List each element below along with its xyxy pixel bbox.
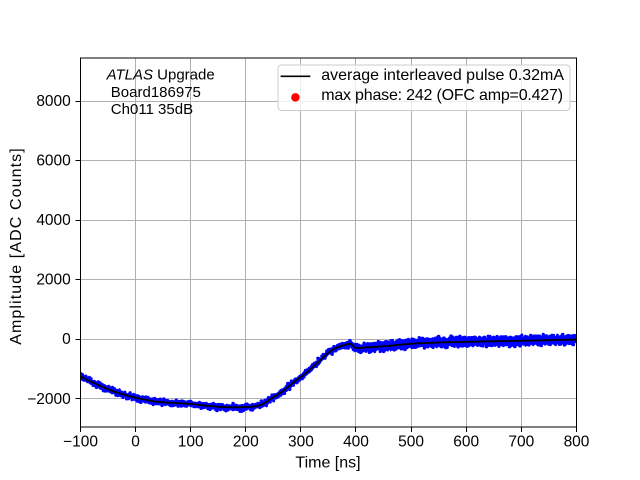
svg-text:400: 400 [343,433,369,450]
svg-text:800: 800 [564,433,590,450]
svg-text:300: 300 [288,433,314,450]
svg-text:−2000: −2000 [27,391,71,408]
svg-text:500: 500 [398,433,424,450]
svg-text:−100: −100 [63,433,98,450]
svg-text:4000: 4000 [36,212,71,229]
svg-text:700: 700 [508,433,534,450]
svg-text:0: 0 [62,331,71,348]
svg-text:average interleaved pulse 0.32: average interleaved pulse 0.32mA [321,67,564,84]
svg-text:Amplitude [ADC Counts]: Amplitude [ADC Counts] [8,147,25,345]
svg-text:Time [ns]: Time [ns] [295,455,360,472]
svg-text:Ch011 35dB: Ch011 35dB [111,101,193,118]
svg-text:ATLAS Upgrade: ATLAS Upgrade [106,66,215,83]
svg-text:600: 600 [453,433,479,450]
svg-text:100: 100 [178,433,204,450]
svg-text:8000: 8000 [36,93,71,110]
svg-text:Board186975: Board186975 [111,84,201,101]
svg-text:6000: 6000 [36,153,71,170]
svg-text:2000: 2000 [36,272,71,289]
svg-text:max phase: 242 (OFC amp=0.427): max phase: 242 (OFC amp=0.427) [321,87,563,104]
svg-text:200: 200 [233,433,259,450]
svg-text:0: 0 [131,433,140,450]
